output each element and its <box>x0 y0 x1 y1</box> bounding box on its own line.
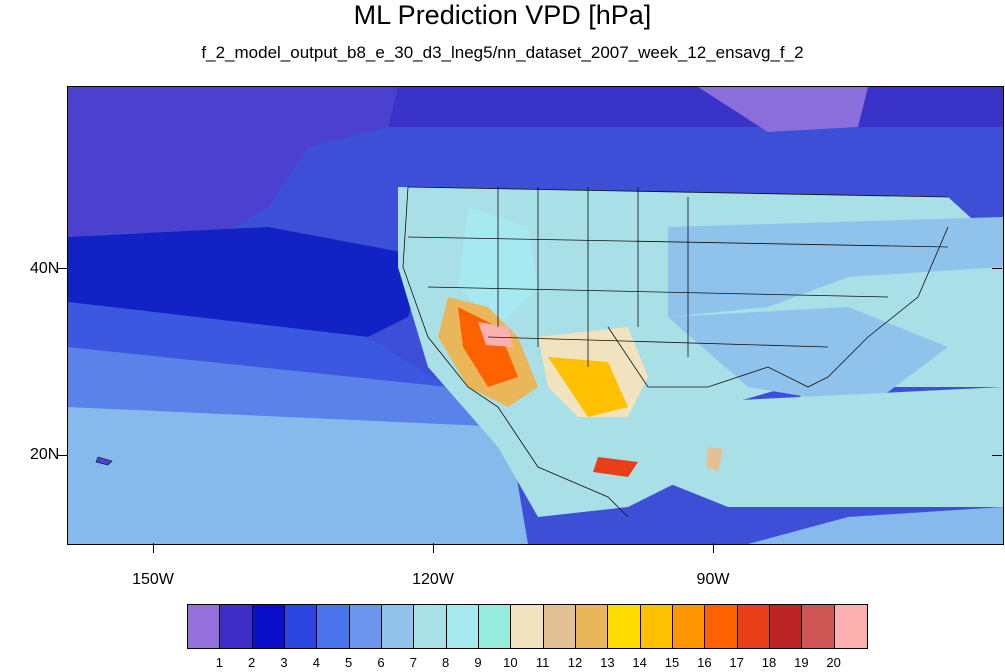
colorbar-label: 2 <box>248 655 256 670</box>
colorbar-label: 5 <box>345 655 353 670</box>
lon-label-90w: 90W <box>696 571 730 588</box>
colorbar-swatch <box>769 605 803 648</box>
lat-label-40n: 40N <box>30 260 60 277</box>
colorbar-label: 9 <box>474 655 482 670</box>
colorbar-label: 14 <box>632 655 647 670</box>
colorbar-label: 8 <box>442 655 450 670</box>
colorbar-label: 10 <box>503 655 518 670</box>
colorbar-label: 12 <box>567 655 583 670</box>
colorbar-swatch <box>478 605 512 648</box>
colorbar-swatch <box>834 605 867 648</box>
colorbar-swatch <box>349 605 382 648</box>
colorbar-label: 11 <box>535 655 550 670</box>
colorbar-swatch <box>381 605 415 648</box>
lat-tick <box>57 455 67 456</box>
colorbar-swatch <box>446 605 479 648</box>
colorbar-swatch <box>640 605 673 648</box>
colorbar-swatch <box>575 605 609 648</box>
colorbar-label: 13 <box>600 655 615 670</box>
colorbar-swatch <box>252 605 285 648</box>
colorbar-label: 20 <box>826 655 841 670</box>
lon-tick <box>153 543 154 553</box>
colorbar-label: 3 <box>280 655 288 670</box>
colorbar-label: 19 <box>794 655 809 670</box>
colorbar-label: 7 <box>409 655 417 670</box>
colorbar-swatch <box>511 605 544 648</box>
colorbar-swatch <box>543 605 576 648</box>
colorbar-swatch <box>220 605 253 648</box>
lat-tick <box>992 268 1002 269</box>
colorbar-label: 18 <box>761 655 777 670</box>
chart-subtitle: f_2_model_output_b8_e_30_d3_lneg5/nn_dat… <box>201 43 804 62</box>
lat-tick <box>57 268 67 269</box>
colorbar-swatch <box>414 605 447 648</box>
colorbar-swatch <box>737 605 770 648</box>
colorbar-label: 1 <box>215 655 223 670</box>
colorbar-label: 4 <box>312 655 320 670</box>
colorbar-swatch <box>317 605 350 648</box>
vpd-field <box>68 87 1003 544</box>
lon-tick <box>713 543 714 553</box>
colorbar-swatch <box>608 605 641 648</box>
lon-tick <box>433 543 434 553</box>
colorbar-label: 16 <box>697 655 712 670</box>
colorbar-swatch <box>188 605 221 648</box>
colorbar-swatch <box>672 605 706 648</box>
lon-label-150w: 150W <box>132 571 174 588</box>
colorbar-swatch <box>705 605 738 648</box>
chart-title: ML Prediction VPD [hPa] <box>353 0 652 30</box>
colorbar-label: 6 <box>377 655 385 670</box>
colorbar-label: 15 <box>664 655 680 670</box>
lat-tick <box>992 455 1002 456</box>
colorbar <box>187 604 868 649</box>
colorbar-swatch <box>802 605 835 648</box>
colorbar-swatch <box>284 605 318 648</box>
lon-label-120w: 120W <box>412 571 454 588</box>
vpd-map <box>67 86 1004 545</box>
colorbar-label: 17 <box>729 655 744 670</box>
lat-label-20n: 20N <box>30 446 60 463</box>
